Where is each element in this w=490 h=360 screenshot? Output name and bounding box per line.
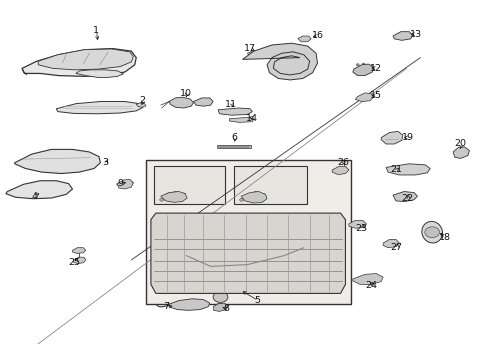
Polygon shape <box>213 303 228 311</box>
Polygon shape <box>194 98 213 106</box>
Text: 7: 7 <box>164 302 170 311</box>
Ellipse shape <box>292 240 316 255</box>
Text: 12: 12 <box>370 64 382 73</box>
Bar <box>217 145 251 148</box>
Circle shape <box>216 303 225 310</box>
Text: 20: 20 <box>455 139 466 148</box>
Circle shape <box>262 194 266 197</box>
Bar <box>154 166 225 204</box>
Ellipse shape <box>422 221 442 243</box>
Text: 24: 24 <box>366 281 377 289</box>
Ellipse shape <box>172 248 200 264</box>
Text: 8: 8 <box>224 305 230 313</box>
Circle shape <box>251 52 257 56</box>
Text: 2: 2 <box>139 96 145 105</box>
Polygon shape <box>38 49 133 70</box>
Circle shape <box>160 198 164 201</box>
Circle shape <box>243 261 252 268</box>
Polygon shape <box>393 192 417 202</box>
Text: 17: 17 <box>244 44 256 53</box>
Text: 9: 9 <box>117 179 123 188</box>
Text: 10: 10 <box>180 89 192 98</box>
Bar <box>319 282 338 291</box>
Polygon shape <box>76 70 123 77</box>
Polygon shape <box>73 248 86 253</box>
Polygon shape <box>74 257 86 264</box>
Polygon shape <box>241 192 267 203</box>
Polygon shape <box>353 274 383 284</box>
Polygon shape <box>247 51 261 57</box>
Circle shape <box>117 183 121 186</box>
Polygon shape <box>243 43 318 80</box>
Polygon shape <box>332 166 349 175</box>
Polygon shape <box>218 108 252 115</box>
Polygon shape <box>393 32 413 40</box>
Polygon shape <box>453 147 469 158</box>
Ellipse shape <box>235 257 260 272</box>
Polygon shape <box>229 117 254 122</box>
Polygon shape <box>383 239 399 248</box>
Circle shape <box>356 64 359 66</box>
Circle shape <box>354 71 357 73</box>
Circle shape <box>247 193 258 201</box>
Bar <box>321 222 340 230</box>
Text: 27: 27 <box>390 243 402 252</box>
Circle shape <box>182 193 186 196</box>
Polygon shape <box>161 192 187 202</box>
Polygon shape <box>349 220 367 228</box>
Polygon shape <box>15 149 100 174</box>
Text: 3: 3 <box>102 158 108 167</box>
Circle shape <box>240 198 244 201</box>
Circle shape <box>254 191 258 194</box>
Polygon shape <box>151 213 345 293</box>
Circle shape <box>213 292 228 302</box>
Polygon shape <box>386 164 430 175</box>
Text: 6: 6 <box>231 133 237 142</box>
Text: 26: 26 <box>337 158 349 167</box>
Text: 19: 19 <box>402 133 414 142</box>
Polygon shape <box>118 179 133 189</box>
Polygon shape <box>22 68 27 75</box>
Circle shape <box>165 193 176 201</box>
Text: 1: 1 <box>93 26 98 35</box>
Text: 15: 15 <box>370 91 382 100</box>
Bar <box>234 166 307 204</box>
Circle shape <box>181 252 191 259</box>
Text: 14: 14 <box>246 113 258 122</box>
Text: 18: 18 <box>439 233 451 242</box>
Polygon shape <box>169 97 194 108</box>
Circle shape <box>358 66 369 74</box>
Circle shape <box>129 181 133 184</box>
Text: 16: 16 <box>312 31 323 40</box>
Circle shape <box>362 63 365 65</box>
Ellipse shape <box>35 154 81 168</box>
Polygon shape <box>6 181 73 199</box>
Polygon shape <box>136 103 146 107</box>
Circle shape <box>173 191 177 194</box>
Text: 23: 23 <box>356 224 368 233</box>
Text: 21: 21 <box>390 165 402 174</box>
Circle shape <box>370 66 373 68</box>
Bar <box>146 160 351 304</box>
Polygon shape <box>56 102 143 114</box>
Text: 25: 25 <box>69 258 80 266</box>
Text: 11: 11 <box>225 100 237 109</box>
Text: 5: 5 <box>254 296 260 305</box>
Text: 22: 22 <box>402 194 414 203</box>
Polygon shape <box>381 131 403 144</box>
Polygon shape <box>22 49 136 76</box>
Polygon shape <box>169 299 210 310</box>
Circle shape <box>299 244 309 251</box>
Polygon shape <box>353 64 373 76</box>
Polygon shape <box>298 36 311 42</box>
Circle shape <box>425 227 440 238</box>
Polygon shape <box>355 93 373 102</box>
Text: 4: 4 <box>31 192 37 201</box>
Text: 13: 13 <box>410 30 421 39</box>
